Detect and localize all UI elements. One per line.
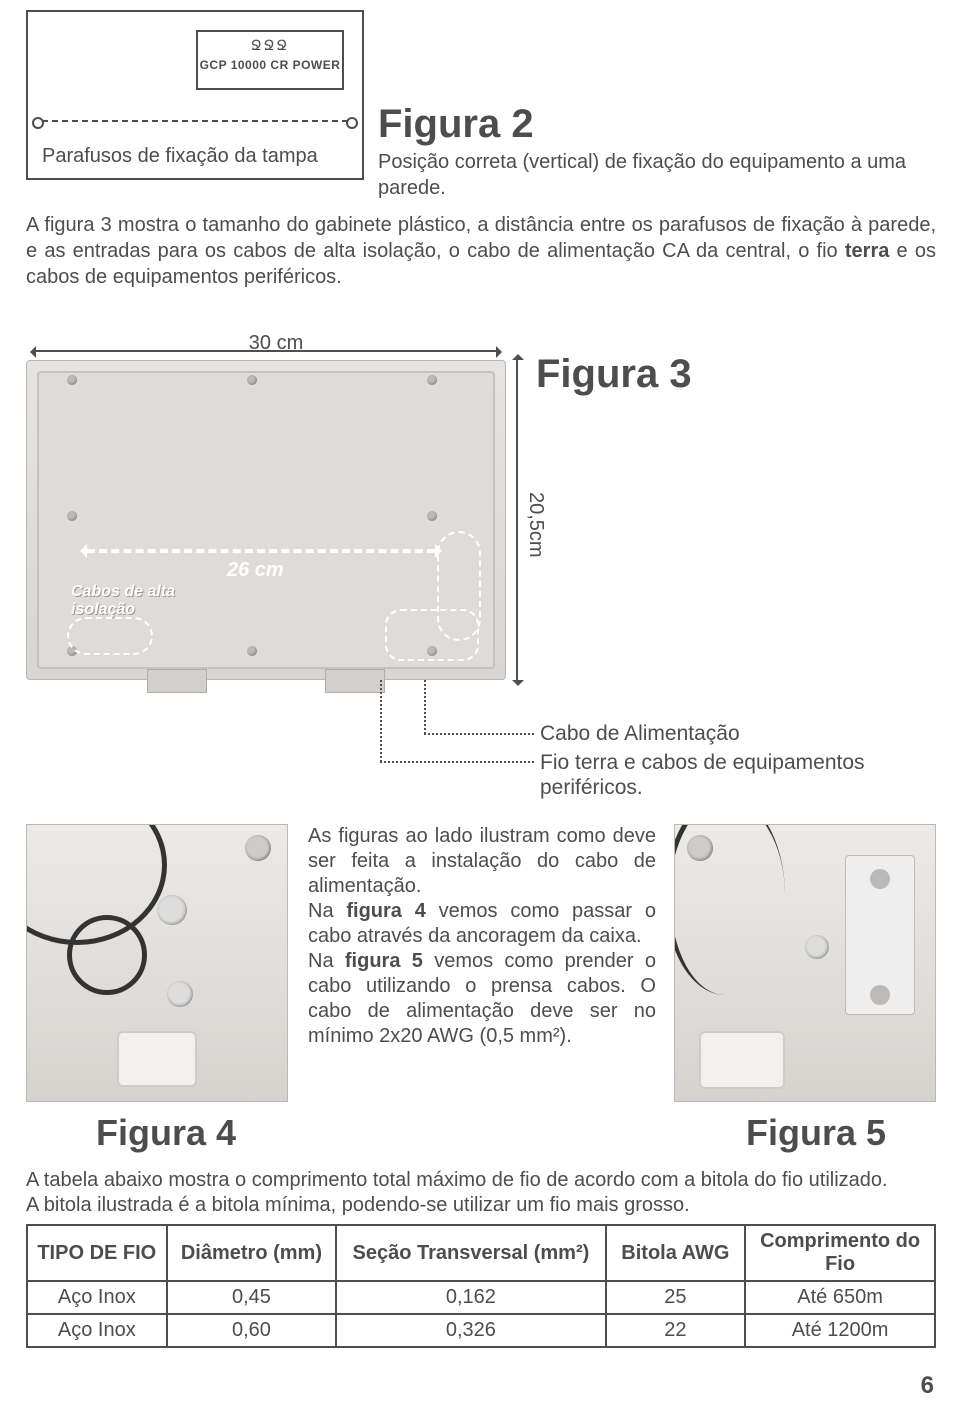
wire-table: TIPO DE FIO Diâmetro (mm) Seção Transver… [26,1224,936,1348]
td: Até 650m [745,1281,935,1314]
clamp-icon [117,1031,197,1087]
td: Aço Inox [27,1314,167,1347]
callout-oval-3 [437,531,481,641]
arrow-20-5cm [516,360,518,680]
screw-icon [427,375,437,385]
cable-icon [67,915,147,995]
leader-2-vertical [380,680,382,762]
screw-caption: Parafusos de fixação da tampa [42,145,318,168]
cabos-alta-text: Cabos de altaisolação [71,583,175,618]
leader-2-text: Fio terra e cabos de equipamentos perifé… [540,750,936,800]
arrow-30cm [36,350,496,352]
diagram-top-box: ՋՋՋ GCP 10000 CR POWER Parafusos de fixa… [26,10,364,180]
figura2-caption: Posição correta (vertical) de fixação do… [378,149,938,201]
td: 0,60 [167,1314,337,1347]
table-intro-2: A bitola ilustrada é a bitola mínima, po… [26,1194,690,1216]
power-label-box: ՋՋՋ GCP 10000 CR POWER [196,30,344,90]
mid-p2b: figura 4 [346,900,425,922]
figura4-photo [26,824,288,1102]
cabinet-photo: 26 cm Cabos de altaisolação [26,360,506,680]
figura45-paragraph: As figuras ao lado ilustram como deve se… [308,824,656,1049]
screw-icon [247,646,257,656]
cable-icon [674,824,785,995]
figura5-title: Figura 5 [746,1112,886,1154]
screw-icon [67,511,77,521]
screw-icon [870,869,890,889]
mid-p1: As figuras ao lado ilustram como deve se… [308,825,656,897]
page-number: 6 [921,1372,934,1400]
td: 0,45 [167,1281,337,1314]
table-header-row: TIPO DE FIO Diâmetro (mm) Seção Transver… [27,1225,935,1281]
figura2-title: Figura 2 [378,102,938,147]
cabos-alta-label: Cabos de altaisolação [71,583,175,619]
figura2-block: Figura 2 Posição correta (vertical) de f… [378,102,938,201]
th-tipo: TIPO DE FIO [27,1225,167,1281]
callout-oval-1 [67,617,153,655]
td: Até 1200m [745,1314,935,1347]
anchor-icon [157,895,187,925]
cabinet-foot [325,669,385,693]
anchor-icon [805,935,829,959]
mid-p2a: Na [308,900,346,922]
screw-icon [427,511,437,521]
leader-1-text: Cabo de Alimentação [540,722,740,746]
mid-p3a: Na [308,950,345,972]
leader-2-horizontal [380,761,534,763]
figura5-photo [674,824,936,1102]
leader-1-vertical [424,680,426,734]
th-diametro: Diâmetro (mm) [167,1225,337,1281]
th-comprimento: Comprimento do Fio [745,1225,935,1281]
screw-icon [67,375,77,385]
dim-20-5cm: 20,5cm [524,492,547,558]
paragraph-1: A figura 3 mostra o tamanho do gabinete … [26,212,936,290]
th-bitola: Bitola AWG [606,1225,746,1281]
power-squiggle: ՋՋՋ [198,38,342,52]
screw-icon [870,985,890,1005]
leader-1-horizontal [424,733,534,735]
th-secao: Seção Transversal (mm²) [336,1225,605,1281]
para1-before: A figura 3 mostra o tamanho do gabinete … [26,214,936,262]
screw-icon [245,835,271,861]
mid-p3b: figura 5 [345,950,423,972]
table-row: Aço Inox 0,60 0,326 22 Até 1200m [27,1314,935,1347]
clamp-icon [699,1031,785,1089]
table-row: Aço Inox 0,45 0,162 25 Até 650m [27,1281,935,1314]
td: Aço Inox [27,1281,167,1314]
power-label: GCP 10000 CR POWER [198,58,342,72]
figura3-title: Figura 3 [536,352,692,397]
screw-icon [247,375,257,385]
anchor-icon [167,981,193,1007]
td: 25 [606,1281,746,1314]
cabinet-foot [147,669,207,693]
screw-distance-line [42,120,348,122]
dim-26cm: 26 cm [227,559,284,582]
figura4-title: Figura 4 [96,1112,236,1154]
td: 22 [606,1314,746,1347]
table-intro-1: A tabela abaixo mostra o comprimento tot… [26,1169,888,1191]
table-intro: A tabela abaixo mostra o comprimento tot… [26,1168,936,1218]
para1-bold: terra [845,240,889,262]
arrow-26cm [87,549,435,553]
td: 0,162 [336,1281,605,1314]
td: 0,326 [336,1314,605,1347]
